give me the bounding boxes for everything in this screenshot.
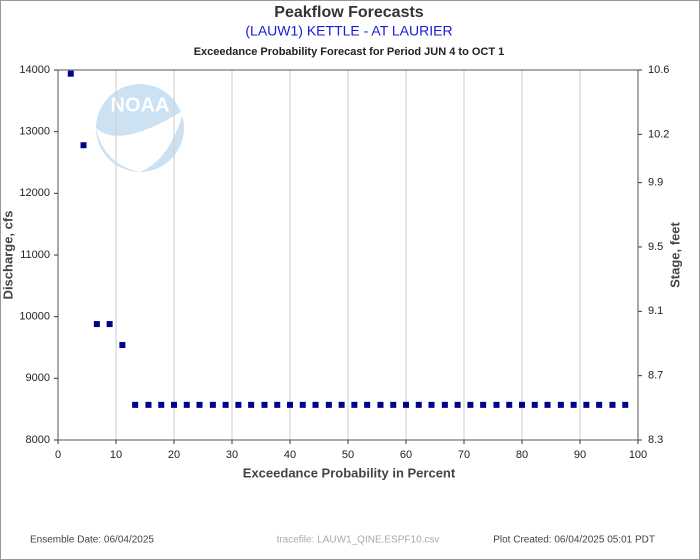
point (196, 401, 203, 408)
point (364, 401, 371, 408)
x-tick-label: 0 (55, 449, 61, 461)
footer-left: Ensemble Date: 06/04/2025 (30, 535, 154, 546)
point (171, 401, 177, 408)
x-tick-label: 60 (400, 449, 412, 461)
x-axis-label: Exceedance Probability in Percent (243, 465, 456, 480)
point (67, 70, 74, 77)
point (622, 401, 629, 408)
y-tick-label: 12000 (19, 187, 50, 199)
noaa-logo: NOAA (96, 84, 184, 172)
y2-tick-label: 8.3 (648, 434, 663, 446)
point (596, 401, 603, 408)
point (222, 401, 229, 408)
x-tick-label: 20 (168, 449, 180, 461)
y-axis-label: Discharge, cfs (0, 211, 15, 300)
chart-title: Peakflow Forecasts (274, 4, 424, 21)
point (312, 401, 319, 408)
y2-tick-label: 10.6 (648, 64, 669, 76)
x-tick-label: 80 (516, 449, 528, 461)
y-tick-label: 9000 (26, 372, 50, 384)
point (299, 401, 306, 408)
footer-right: Plot Created: 06/04/2025 05:01 PDT (493, 535, 655, 546)
y-tick-label: 11000 (20, 249, 50, 261)
x-tick-label: 30 (226, 449, 238, 461)
plot-frame (57, 69, 639, 441)
point (274, 401, 281, 408)
y2-tick-label: 8.7 (648, 370, 663, 382)
point (93, 321, 100, 328)
point (454, 401, 461, 408)
logo-text: NOAA (111, 94, 170, 116)
x-tick-label: 70 (458, 449, 470, 461)
plot-title: Exceedance Probability Forecast for Peri… (194, 46, 505, 58)
point (183, 401, 190, 408)
point (80, 142, 87, 149)
point (261, 401, 268, 408)
point (609, 401, 616, 408)
point (519, 401, 525, 408)
point (287, 401, 293, 408)
point (506, 401, 513, 408)
point (351, 401, 358, 408)
point (480, 401, 487, 408)
point (467, 401, 474, 408)
point (415, 401, 422, 408)
point (235, 401, 242, 408)
point (390, 401, 397, 408)
y2-tick-label: 9.5 (648, 241, 663, 253)
point (338, 401, 345, 408)
y-tick-label: 8000 (26, 434, 50, 446)
x-tick-label: 10 (110, 449, 122, 461)
y2-tick-label: 10.2 (648, 128, 669, 140)
point (145, 401, 152, 408)
y2-tick-label: 9.1 (648, 305, 663, 317)
point (209, 401, 216, 408)
x-tick-label: 50 (342, 449, 354, 461)
point (583, 401, 590, 408)
y2-axis-label: Stage, feet (667, 221, 682, 287)
point (158, 401, 165, 408)
y-tick-label: 14000 (19, 64, 50, 76)
point (119, 342, 126, 349)
point (441, 401, 448, 408)
y-tick-label: 10000 (19, 311, 50, 323)
point (132, 401, 139, 408)
point (377, 401, 384, 408)
point (544, 401, 551, 408)
point (557, 401, 564, 408)
point (531, 401, 538, 408)
point (428, 401, 435, 408)
point (248, 401, 255, 408)
x-tick-label: 40 (284, 449, 296, 461)
y-tick-label: 13000 (19, 126, 50, 138)
x-tick-label: 100 (629, 449, 647, 461)
point (570, 401, 577, 408)
chart-subtitle: (LAUW1) KETTLE - AT LAURIER (245, 23, 452, 39)
footer-center: tracefile: LAUW1_QINE.ESPF10.csv (277, 535, 440, 546)
point (106, 321, 113, 328)
point (493, 401, 500, 408)
y2-tick-label: 9.9 (648, 177, 663, 189)
point (325, 401, 332, 408)
point (403, 401, 409, 408)
x-tick-label: 90 (574, 449, 586, 461)
